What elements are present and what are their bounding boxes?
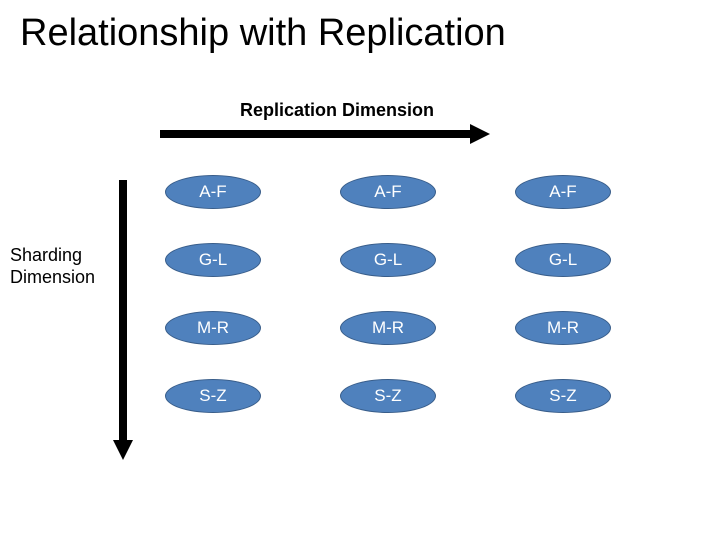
shard-pill: A-F: [515, 175, 611, 209]
sharding-arrow: [115, 180, 131, 460]
arrow-line: [160, 130, 472, 138]
shard-pill: S-Z: [340, 379, 436, 413]
shard-pill: A-F: [340, 175, 436, 209]
shard-pill: M-R: [165, 311, 261, 345]
replication-arrow: [160, 126, 490, 142]
sharding-label-line: Dimension: [10, 267, 95, 289]
shard-pill: A-F: [165, 175, 261, 209]
shard-pill: S-Z: [515, 379, 611, 413]
slide-title: Relationship with Replication: [20, 12, 506, 55]
slide: Relationship with Replication Replicatio…: [0, 0, 720, 540]
arrow-line: [119, 180, 127, 442]
shard-pill: M-R: [340, 311, 436, 345]
shard-pill: G-L: [515, 243, 611, 277]
replication-dimension-label: Replication Dimension: [240, 100, 434, 121]
shard-pill: M-R: [515, 311, 611, 345]
shard-pill: G-L: [340, 243, 436, 277]
sharding-dimension-label: Sharding Dimension: [10, 245, 95, 288]
arrow-head-icon: [470, 124, 490, 144]
arrow-head-icon: [113, 440, 133, 460]
shard-pill: G-L: [165, 243, 261, 277]
shard-pill: S-Z: [165, 379, 261, 413]
sharding-label-line: Sharding: [10, 245, 95, 267]
